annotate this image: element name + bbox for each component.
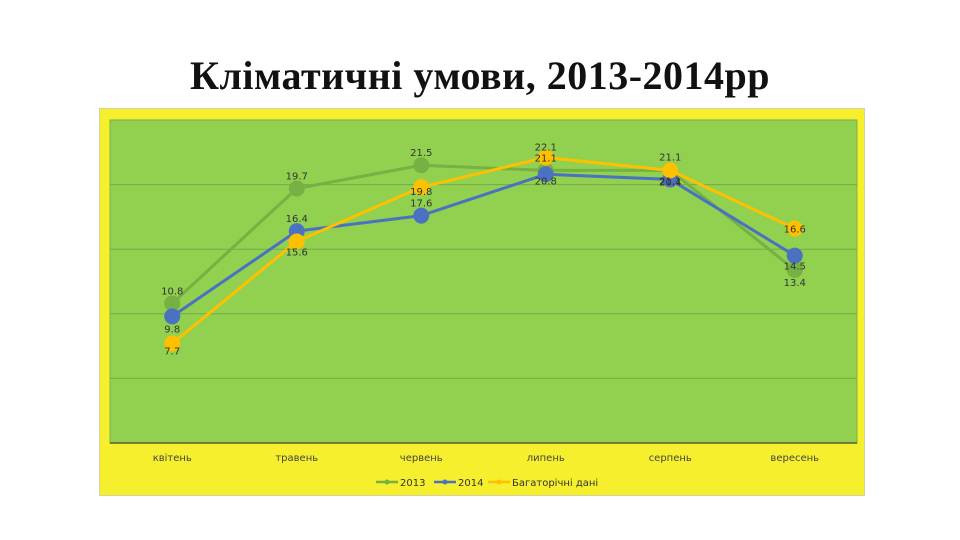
data-label: 7.7 xyxy=(164,347,180,358)
series-line-Багаторічні дані xyxy=(170,155,797,346)
x-tick-label: вересень xyxy=(770,453,819,464)
data-label: 16.6 xyxy=(784,225,806,236)
data-point xyxy=(413,157,430,174)
data-label: 15.6 xyxy=(286,247,308,258)
x-tick-label: серпень xyxy=(649,453,692,464)
data-point xyxy=(288,180,305,197)
data-label: 17.6 xyxy=(410,199,432,210)
x-tick-label: травень xyxy=(275,453,318,464)
data-point xyxy=(413,179,430,196)
data-label: 13.4 xyxy=(784,278,806,289)
data-point xyxy=(786,247,803,264)
data-label: 19.8 xyxy=(410,187,432,198)
data-label: 21.1 xyxy=(535,153,557,164)
series-line-2014 xyxy=(170,172,797,318)
x-tick-label: липень xyxy=(527,453,565,464)
data-label: 21.1 xyxy=(659,176,681,187)
legend-swatch-marker xyxy=(384,479,390,485)
x-tick-label: червень xyxy=(400,453,443,464)
data-label: 22.1 xyxy=(535,142,557,153)
data-label: 20.4 xyxy=(659,177,681,188)
legend-swatch-marker xyxy=(442,479,448,485)
data-point xyxy=(164,308,181,325)
slide-title: Кліматичні умови, 2013-2014рр xyxy=(189,53,771,98)
data-label: 14.5 xyxy=(784,262,806,273)
data-point xyxy=(288,233,305,250)
data-point xyxy=(164,335,181,352)
x-tick-label: квітень xyxy=(153,452,192,464)
data-label: 21.1 xyxy=(659,152,681,163)
legend-entry: Багаторічні дані xyxy=(512,477,598,489)
legend-swatch-marker xyxy=(496,479,502,485)
data-label: 10.8 xyxy=(161,286,183,297)
legend-entry: 2013 xyxy=(400,478,425,489)
data-label: 20.8 xyxy=(535,176,557,187)
data-point xyxy=(537,166,554,183)
data-point xyxy=(413,207,430,224)
data-point xyxy=(662,162,679,179)
data-point xyxy=(537,149,554,166)
data-label: 9.8 xyxy=(164,324,180,335)
data-label: 19.7 xyxy=(286,171,308,182)
data-label: 21.5 xyxy=(410,148,432,159)
data-point xyxy=(786,220,803,237)
series-line-2013 xyxy=(170,163,797,305)
data-label: 16.4 xyxy=(286,214,308,225)
legend-entry: 2014 xyxy=(458,478,483,489)
